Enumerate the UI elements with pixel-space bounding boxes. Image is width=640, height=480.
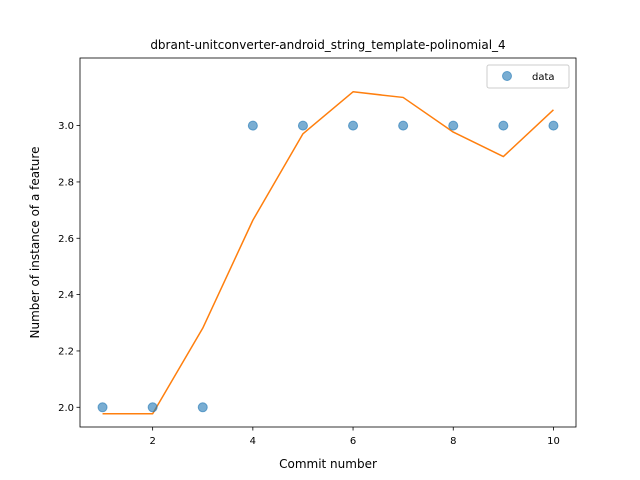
y-tick-label: 2.6 [58, 234, 74, 245]
data-point [348, 120, 359, 131]
x-tick-label: 4 [250, 436, 256, 447]
data-point [548, 120, 559, 131]
y-tick-label: 2.8 [58, 177, 74, 188]
legend-label-data: data [532, 72, 555, 83]
data-point [398, 120, 409, 131]
x-tick-label: 2 [149, 436, 155, 447]
data-points-layer [97, 120, 559, 413]
y-axis-ticks: 2.0 2.2 2.4 2.6 2.8 3.0 [58, 121, 80, 414]
legend: data [486, 64, 570, 89]
data-point [498, 120, 509, 131]
data-point [297, 120, 308, 131]
y-tick-label: 3.0 [58, 121, 74, 132]
legend-box [486, 64, 570, 89]
legend-marker-data [502, 71, 512, 81]
data-point [197, 402, 208, 413]
fit-line-layer [102, 91, 554, 415]
fit-line [102, 91, 554, 415]
data-point [448, 120, 459, 131]
x-axis-ticks: 2 4 6 8 10 [149, 427, 560, 447]
y-tick-label: 2.2 [58, 346, 74, 357]
x-axis-label: Commit number [279, 457, 377, 471]
data-point [247, 120, 258, 131]
x-tick-label: 6 [350, 436, 356, 447]
x-tick-label: 8 [450, 436, 456, 447]
plot-frame [79, 57, 577, 428]
y-tick-label: 2.0 [58, 403, 74, 414]
plot-area [80, 58, 576, 427]
chart-title: dbrant-unitconverter-android_string_temp… [150, 38, 505, 52]
y-tick-label: 2.4 [58, 290, 74, 301]
plot-background [80, 58, 576, 427]
data-point [147, 402, 158, 413]
x-tick-label: 10 [547, 436, 560, 447]
data-point [97, 402, 108, 413]
y-axis-label: Number of instance of a feature [28, 147, 42, 339]
